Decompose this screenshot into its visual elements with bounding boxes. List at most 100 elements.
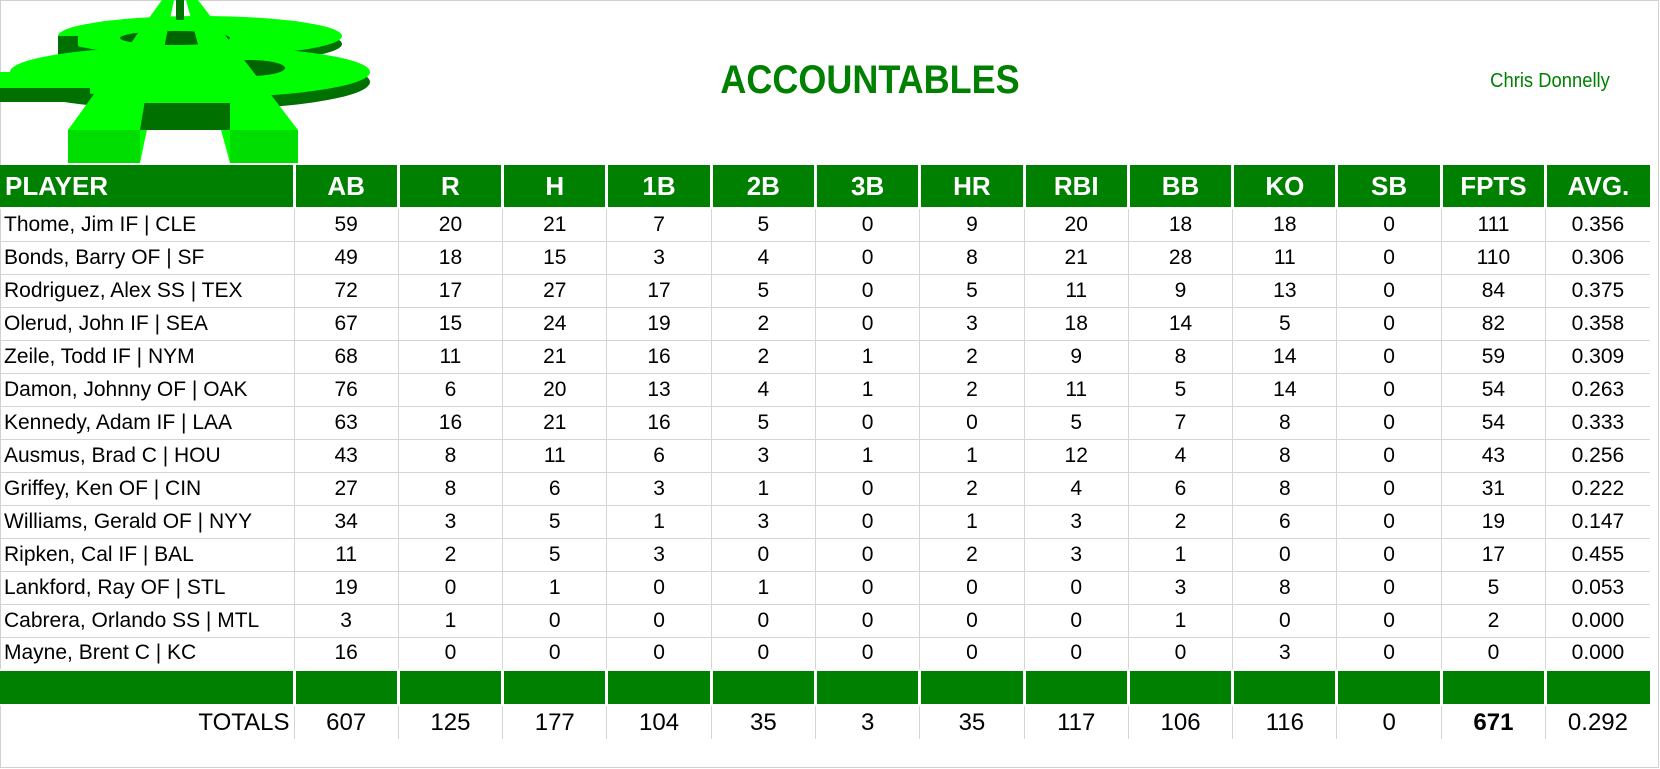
cell-3b[interactable]: 0 [814, 636, 921, 671]
cell-3b[interactable]: 1 [814, 339, 921, 374]
cell-2b[interactable]: 5 [710, 405, 816, 440]
cell-hr[interactable]: 8 [919, 240, 1025, 275]
cell-sb[interactable]: 0 [1336, 273, 1442, 308]
table-row[interactable]: Ausmus, Brad C | HOU 43 8 11 6 3 1 1 12 4 8 0 43 0.25… [0, 438, 1650, 473]
cell-avg[interactable]: 0.306 [1545, 240, 1650, 275]
total-3b[interactable]: 3 [814, 705, 920, 739]
cell-rbi[interactable]: 21 [1023, 240, 1129, 275]
cell-1b[interactable]: 17 [606, 273, 712, 308]
column-header-3b[interactable]: 3B [813, 165, 920, 209]
cell-bb[interactable]: 2 [1127, 504, 1234, 539]
cell-rbi[interactable]: 3 [1023, 537, 1129, 572]
cell-avg[interactable]: 0.309 [1545, 339, 1650, 374]
cell-player[interactable]: Rodriguez, Alex SS | TEX [0, 273, 295, 308]
cell-ko[interactable]: 8 [1232, 570, 1338, 605]
cell-rbi[interactable]: 11 [1023, 372, 1129, 407]
cell-player[interactable]: Griffey, Ken OF | CIN [0, 471, 295, 506]
cell-3b[interactable]: 0 [814, 603, 921, 638]
cell-ab[interactable]: 19 [293, 570, 399, 605]
cell-h[interactable]: 0 [502, 636, 608, 671]
cell-avg[interactable]: 0.263 [1545, 372, 1650, 407]
cell-bb[interactable]: 18 [1127, 207, 1234, 242]
cell-r[interactable]: 8 [397, 471, 504, 506]
cell-h[interactable]: 21 [502, 207, 608, 242]
cell-3b[interactable]: 0 [814, 537, 921, 572]
column-header-1b[interactable]: 1B [605, 165, 712, 209]
cell-h[interactable]: 5 [502, 537, 608, 572]
table-row[interactable]: Kennedy, Adam IF | LAA 63 16 21 16 5 0 0 5 7 8 0 54 0… [0, 405, 1650, 440]
cell-ko[interactable]: 5 [1232, 306, 1338, 341]
cell-hr[interactable]: 9 [919, 207, 1025, 242]
cell-1b[interactable]: 19 [606, 306, 712, 341]
cell-fpts[interactable]: 84 [1440, 273, 1547, 308]
cell-h[interactable]: 21 [502, 339, 608, 374]
cell-h[interactable]: 6 [502, 471, 608, 506]
cell-3b[interactable]: 0 [814, 570, 921, 605]
cell-bb[interactable]: 5 [1127, 372, 1234, 407]
cell-fpts[interactable]: 111 [1440, 207, 1547, 242]
cell-ko[interactable]: 8 [1232, 405, 1338, 440]
cell-ab[interactable]: 72 [293, 273, 399, 308]
cell-1b[interactable]: 3 [606, 537, 712, 572]
cell-ko[interactable]: 8 [1232, 438, 1338, 473]
cell-h[interactable]: 27 [502, 273, 608, 308]
cell-hr[interactable]: 2 [919, 471, 1025, 506]
cell-player[interactable]: Ripken, Cal IF | BAL [0, 537, 295, 572]
table-row[interactable]: Bonds, Barry OF | SF 49 18 15 3 4 0 8 21 28 11 0 110… [0, 240, 1650, 275]
cell-sb[interactable]: 0 [1336, 306, 1442, 341]
cell-rbi[interactable]: 3 [1023, 504, 1129, 539]
cell-sb[interactable]: 0 [1336, 207, 1442, 242]
cell-rbi[interactable]: 11 [1023, 273, 1129, 308]
cell-h[interactable]: 11 [502, 438, 608, 473]
cell-ab[interactable]: 27 [293, 471, 399, 506]
cell-player[interactable]: Cabrera, Orlando SS | MTL [0, 603, 295, 638]
table-row[interactable]: Williams, Gerald OF | NYY 34 3 5 1 3 0 1 3 2 6 0 19 0… [0, 504, 1650, 539]
cell-rbi[interactable]: 20 [1023, 207, 1129, 242]
cell-2b[interactable]: 4 [710, 240, 816, 275]
cell-ab[interactable]: 43 [293, 438, 399, 473]
cell-r[interactable]: 11 [397, 339, 504, 374]
column-header-rbi[interactable]: RBI [1022, 165, 1129, 209]
cell-1b[interactable]: 3 [606, 471, 712, 506]
column-header-hr[interactable]: HR [918, 165, 1025, 209]
cell-3b[interactable]: 0 [814, 207, 921, 242]
cell-rbi[interactable]: 4 [1023, 471, 1129, 506]
cell-3b[interactable]: 0 [814, 273, 921, 308]
table-row[interactable]: Lankford, Ray OF | STL 19 0 1 0 1 0 0 0 3 8 0 5 0.053 [0, 570, 1650, 605]
column-header-h[interactable]: H [501, 165, 607, 209]
table-row[interactable]: Cabrera, Orlando SS | MTL 3 1 0 0 0 0 0 0 1 0 0 2 0.0… [0, 603, 1650, 638]
cell-ab[interactable]: 16 [293, 636, 399, 671]
cell-r[interactable]: 2 [397, 537, 504, 572]
cell-fpts[interactable]: 19 [1440, 504, 1547, 539]
cell-ko[interactable]: 13 [1232, 273, 1338, 308]
cell-1b[interactable]: 6 [606, 438, 712, 473]
cell-hr[interactable]: 1 [919, 504, 1025, 539]
cell-sb[interactable]: 0 [1336, 438, 1442, 473]
cell-avg[interactable]: 0.147 [1545, 504, 1650, 539]
cell-ko[interactable]: 3 [1232, 636, 1338, 671]
cell-hr[interactable]: 5 [919, 273, 1025, 308]
cell-ab[interactable]: 34 [293, 504, 399, 539]
cell-h[interactable]: 5 [502, 504, 608, 539]
cell-sb[interactable]: 0 [1336, 603, 1442, 638]
cell-ko[interactable]: 0 [1232, 603, 1338, 638]
table-row[interactable]: Mayne, Brent C | KC 16 0 0 0 0 0 0 0 0 3 0 0 0.000 [0, 636, 1650, 671]
cell-2b[interactable]: 3 [710, 438, 816, 473]
cell-avg[interactable]: 0.053 [1545, 570, 1650, 605]
cell-hr[interactable]: 2 [919, 372, 1025, 407]
column-header-sb[interactable]: SB [1335, 165, 1442, 209]
cell-player[interactable]: Olerud, John IF | SEA [0, 306, 295, 341]
cell-2b[interactable]: 2 [710, 306, 816, 341]
column-header-avg[interactable]: AVG. [1544, 165, 1650, 209]
cell-sb[interactable]: 0 [1336, 537, 1442, 572]
cell-3b[interactable]: 0 [814, 306, 921, 341]
cell-rbi[interactable]: 12 [1023, 438, 1129, 473]
cell-bb[interactable]: 0 [1127, 636, 1234, 671]
table-row[interactable]: Griffey, Ken OF | CIN 27 8 6 3 1 0 2 4 6 8 0 31 0.222 [0, 471, 1650, 506]
cell-2b[interactable]: 0 [710, 603, 816, 638]
cell-3b[interactable]: 0 [814, 471, 921, 506]
cell-1b[interactable]: 16 [606, 405, 712, 440]
table-row[interactable]: Thome, Jim IF | CLE 59 20 21 7 5 0 9 20 18 18 0 111 0… [0, 207, 1650, 242]
cell-bb[interactable]: 7 [1127, 405, 1234, 440]
cell-rbi[interactable]: 0 [1023, 570, 1129, 605]
